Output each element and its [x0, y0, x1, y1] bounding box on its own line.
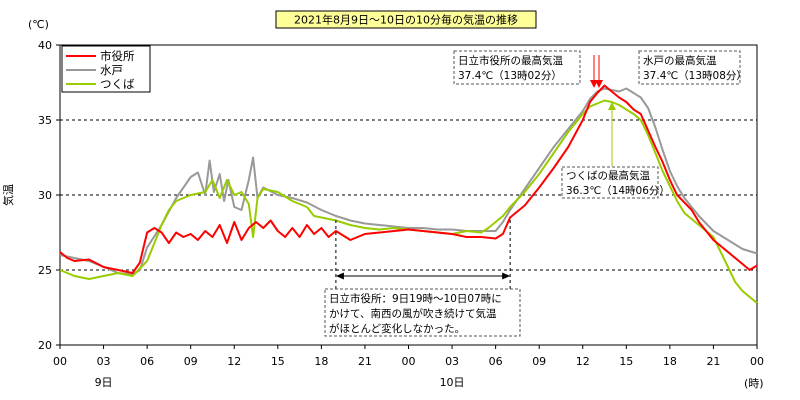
day-label: 9日 [95, 376, 113, 389]
chart-title: 2021年8月9日～10日の10分毎の気温の推移 [294, 13, 518, 27]
x-unit-label: (時) [744, 377, 764, 390]
x-tick-label: 18 [663, 355, 677, 368]
arrow-head-tsukuba [608, 102, 616, 110]
y-tick-label: 25 [38, 264, 52, 277]
annotation-tsukuba-max: つくばの最高気温 36.3℃（14時06分） [561, 166, 670, 199]
x-tick-label: 21 [358, 355, 372, 368]
x-tick-label: 09 [532, 355, 546, 368]
annotation-mito-max-line2: 37.4℃（13時08分） [643, 70, 747, 82]
x-tick-label: 12 [576, 355, 590, 368]
series-line-mito [59, 87, 758, 276]
period-note-line3: がほとんど変化しなかった。 [329, 322, 465, 335]
x-tick-label: 06 [489, 355, 503, 368]
y-tick-label: 40 [38, 39, 52, 52]
legend-label-mito: 水戸 [100, 63, 123, 77]
x-tick-label: 03 [445, 355, 459, 368]
series-line-hitachi [59, 84, 758, 274]
annotation-period-note: 日立市役所：9日19時～10日07時に かけて、南西の風が吹き続けて気温 がほと… [324, 220, 521, 337]
max-arrows [590, 55, 616, 166]
annotation-mito-max-line1: 水戸の最高気温 [643, 54, 717, 67]
x-tick-label: 00 [402, 355, 416, 368]
annotation-hitachi-max-line1: 日立市役所の最高気温 [458, 54, 563, 67]
axes: 20 25 30 35 40 00 03 06 09 12 15 18 21 00 03 06 09 12 15 18… [38, 39, 764, 389]
x-tick-label: 18 [314, 355, 328, 368]
period-note-line2: かけて、南西の風が吹き続けて気温 [329, 307, 497, 320]
x-tick-label: 00 [750, 355, 764, 368]
annotation-mito-max: 水戸の最高気温 37.4℃（13時08分） [638, 50, 747, 85]
y-unit-label: (℃) [28, 18, 49, 31]
y-axis-label: 気温 [1, 184, 15, 206]
x-tick-label: 15 [619, 355, 633, 368]
annotation-hitachi-max-line2: 37.4℃（13時02分） [458, 70, 562, 82]
arrow-head-mito [595, 80, 603, 88]
y-tick-label: 20 [38, 339, 52, 352]
x-tick-label: 06 [140, 355, 154, 368]
x-tick-label: 21 [706, 355, 720, 368]
legend-label-hitachi: 市役所 [100, 49, 135, 63]
x-tick-label: 15 [271, 355, 285, 368]
day-label: 10日 [440, 376, 465, 389]
chart-title-box: 2021年8月9日～10日の10分毎の気温の推移 [275, 10, 537, 29]
legend-label-tsukuba: つくば [100, 77, 135, 91]
annotation-hitachi-max: 日立市役所の最高気温 37.4℃（13時02分） [453, 50, 581, 85]
x-tick-label: 09 [184, 355, 198, 368]
y-tick-label: 35 [38, 114, 52, 127]
period-arrow-head-right [502, 272, 511, 280]
x-tick-label: 00 [53, 355, 67, 368]
annotation-tsukuba-max-line1: つくばの最高気温 [566, 169, 650, 182]
annotation-tsukuba-max-line2: 36.3℃（14時06分） [566, 185, 670, 197]
grid-lines [60, 119, 757, 271]
x-tick-label: 12 [227, 355, 241, 368]
legend: 市役所 水戸 つくば [61, 45, 151, 93]
x-tick-label: 03 [97, 355, 111, 368]
period-arrow-head-left [335, 272, 344, 280]
period-note-line1: 日立市役所：9日19時～10日07時に [329, 292, 502, 305]
y-tick-label: 30 [38, 189, 52, 202]
series-lines [59, 84, 758, 304]
